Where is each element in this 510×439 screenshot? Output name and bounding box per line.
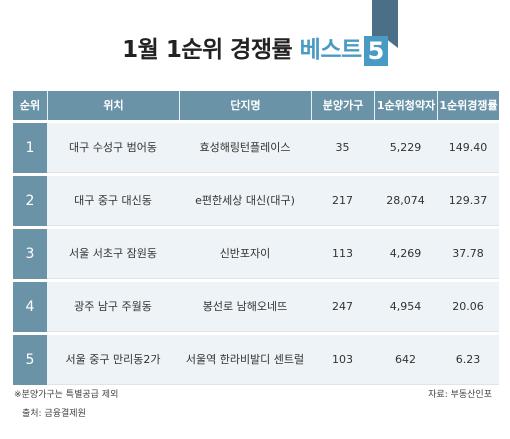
units-cell: 103 xyxy=(332,353,353,366)
ranking-table: 순위 위치 단지명 분양가구 1순위청약자 1순위경쟁률 1 대구 수성구 범어… xyxy=(13,91,499,385)
location-cell: 대구 수성구 범어동 xyxy=(69,141,157,154)
footer-notes: ※분양가구는 특별공급 제외 출처: 금융결제원 xyxy=(14,386,118,424)
location-cell: 서울 서초구 잠원동 xyxy=(69,247,157,260)
rank-cell: 5 xyxy=(13,335,47,385)
applicants-cell: 4,269 xyxy=(389,247,422,260)
location-cell: 서울 중구 만리동2가 xyxy=(65,353,161,366)
complex-cell: 서울역 한라비발디 센트럴 xyxy=(185,353,305,366)
table-row: 3 서울 서초구 잠원동 신반포자이 113 4,269 37.78 xyxy=(13,229,499,279)
ratio-cell: 149.40 xyxy=(448,141,488,154)
applicants-cell: 5,229 xyxy=(389,141,422,154)
units-cell: 247 xyxy=(332,300,353,313)
complex-cell: 효성해링턴플레이스 xyxy=(199,141,291,154)
header-units: 분양가구 xyxy=(311,91,374,120)
header-location: 위치 xyxy=(47,91,179,120)
rank-cell: 1 xyxy=(13,123,47,173)
title-number: 5 xyxy=(363,35,388,66)
footer-credit: 자료: 부동산인포 xyxy=(428,390,492,400)
units-cell: 113 xyxy=(332,247,353,260)
header-rank: 순위 xyxy=(19,99,41,112)
ratio-cell: 20.06 xyxy=(452,300,484,313)
ratio-cell: 37.78 xyxy=(452,247,484,260)
applicants-cell: 28,074 xyxy=(386,194,425,207)
complex-cell: e편한세상 대신(대구) xyxy=(195,194,295,207)
header-ratio: 1순위경쟁률 xyxy=(437,91,499,120)
complex-cell: 봉선로 남해오네뜨 xyxy=(202,300,288,313)
table-row: 4 광주 남구 주월동 봉선로 남해오네뜨 247 4,954 20.06 xyxy=(13,282,499,332)
rank-cell: 3 xyxy=(13,229,47,279)
units-cell: 217 xyxy=(332,194,353,207)
rank-cell: 4 xyxy=(13,282,47,332)
footer-note: ※분양가구는 특별공급 제외 xyxy=(14,390,119,400)
page-title: 1월 1순위 경쟁률 베스트 5 xyxy=(0,30,510,66)
applicants-cell: 642 xyxy=(395,353,416,366)
table-row: 1 대구 수성구 범어동 효성해링턴플레이스 35 5,229 149.40 xyxy=(13,123,499,173)
location-cell: 대구 중구 대신동 xyxy=(74,194,152,207)
header-applicants: 1순위청약자 xyxy=(374,91,437,120)
applicants-cell: 4,954 xyxy=(389,300,422,313)
complex-cell: 신반포자이 xyxy=(219,247,271,260)
table-header-row: 순위 위치 단지명 분양가구 1순위청약자 1순위경쟁률 xyxy=(13,91,499,120)
table-row: 2 대구 중구 대신동 e편한세상 대신(대구) 217 28,074 129.… xyxy=(13,176,499,226)
ratio-cell: 129.37 xyxy=(448,194,488,207)
footer-source: 출처: 금융결제원 xyxy=(22,409,86,419)
units-cell: 35 xyxy=(335,141,350,154)
title-accent: 베스트 xyxy=(299,37,362,63)
location-cell: 광주 남구 주월동 xyxy=(74,300,152,313)
ratio-cell: 6.23 xyxy=(455,353,481,366)
header-complex: 단지명 xyxy=(179,91,311,120)
title-main: 1월 1순위 경쟁률 xyxy=(122,37,293,63)
table-row: 5 서울 중구 만리동2가 서울역 한라비발디 센트럴 103 642 6.23 xyxy=(13,335,499,385)
rank-cell: 2 xyxy=(13,176,47,226)
